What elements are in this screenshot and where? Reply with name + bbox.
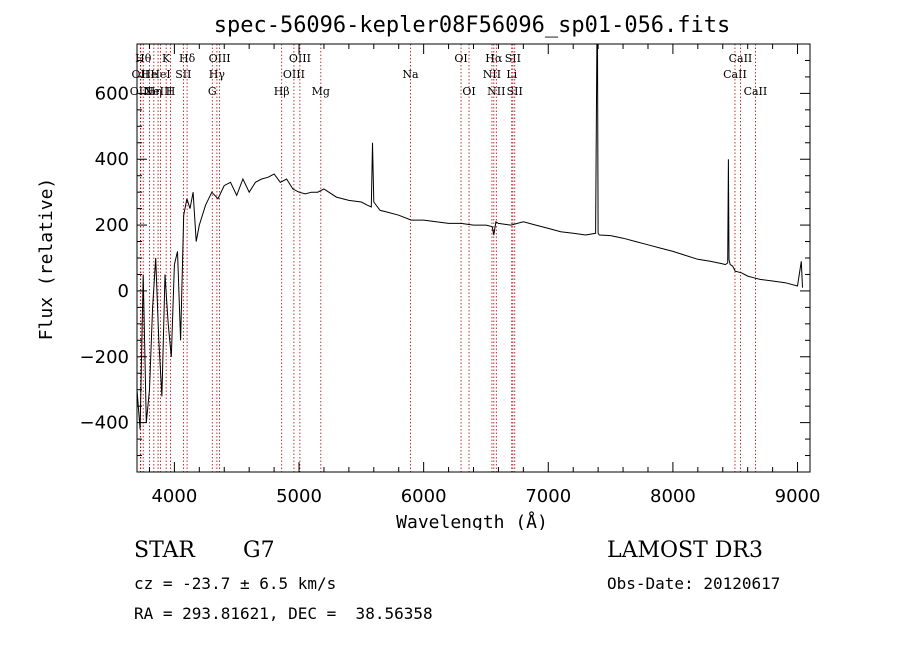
x-tick-label-5000: 5000: [276, 486, 322, 507]
line-label-7: K: [162, 52, 171, 65]
x-tick-label-6000: 6000: [401, 486, 447, 507]
x-tick-label-7000: 7000: [525, 486, 571, 507]
observation-date: Obs-Date: 20120617: [607, 574, 781, 593]
chart-title: spec-56096-kepler08F56096_sp01-056.fits: [214, 13, 731, 38]
y-tick-label-0: 0: [118, 281, 129, 302]
y-tick-label--200: −200: [80, 347, 129, 368]
line-label-15: OIII: [283, 68, 305, 81]
line-label-5: NeIII: [143, 85, 172, 98]
line-label-27: CaII: [723, 68, 747, 81]
y-axis-label: Flux (relative): [36, 178, 57, 341]
line-label-11: G: [208, 85, 217, 98]
line-label-14: Hβ: [274, 85, 290, 98]
y-tick-label-600: 600: [95, 83, 129, 104]
x-tick-label-8000: 8000: [650, 486, 696, 507]
line-label-0: Hθ: [135, 52, 152, 65]
series-layer: [137, 44, 803, 430]
line-label-13: OIII: [209, 52, 231, 65]
object-class: STAR: [134, 538, 195, 563]
axis-ticks: [137, 43, 810, 473]
y-tick-label-400: 400: [95, 149, 129, 170]
x-tick-label-4000: 4000: [151, 486, 197, 507]
line-label-24: Li: [506, 68, 517, 81]
line-label-20: OI: [462, 85, 475, 98]
line-label-26: SII: [507, 85, 523, 98]
survey-name: LAMOST DR3: [607, 538, 763, 563]
y-tick-label-200: 200: [95, 215, 129, 236]
line-label-8: H: [166, 85, 176, 98]
spectrum-plot: spec-56096-kepler08F56096_sp01-056.fits …: [36, 13, 821, 530]
axis-tick-labels: 4000 5000 6000 7000 8000 9000 −400 −200 0 200 400 6…: [80, 83, 821, 507]
x-axis-label: Wavelength (Å): [396, 511, 548, 530]
line-label-2: OIII: [130, 85, 152, 98]
line-label-9: SII: [175, 68, 191, 81]
x-tick-label-9000: 9000: [775, 486, 821, 507]
object-subclass: G7: [243, 538, 275, 563]
line-label-16: OIII: [289, 52, 311, 65]
series-line-flux: [137, 44, 803, 430]
line-label-28: CaII: [729, 52, 753, 65]
line-label-10: Hδ: [179, 52, 196, 65]
sky-coordinates: RA = 293.81621, DEC = 38.56358: [134, 604, 433, 623]
redshift-velocity: cz = -23.7 ± 6.5 km/s: [134, 574, 337, 593]
line-label-17: Mg: [312, 85, 330, 98]
line-label-25: SII: [505, 52, 521, 65]
line-label-22: Hα: [485, 52, 503, 65]
line-label-1: OII: [132, 68, 150, 81]
line-label-19: OI: [454, 52, 467, 65]
line-label-21: NII: [483, 68, 501, 81]
line-label-4: Hη: [146, 85, 162, 98]
y-tick-label--400: −400: [80, 413, 129, 434]
line-label-3: He: [141, 68, 157, 81]
line-label-6: HeI: [150, 68, 170, 81]
line-label-12: Hγ: [209, 68, 226, 81]
line-label-23: NII: [487, 85, 505, 98]
plot-frame: [136, 43, 811, 473]
line-label-18: Na: [402, 68, 419, 81]
line-label-29: CaII: [744, 85, 768, 98]
